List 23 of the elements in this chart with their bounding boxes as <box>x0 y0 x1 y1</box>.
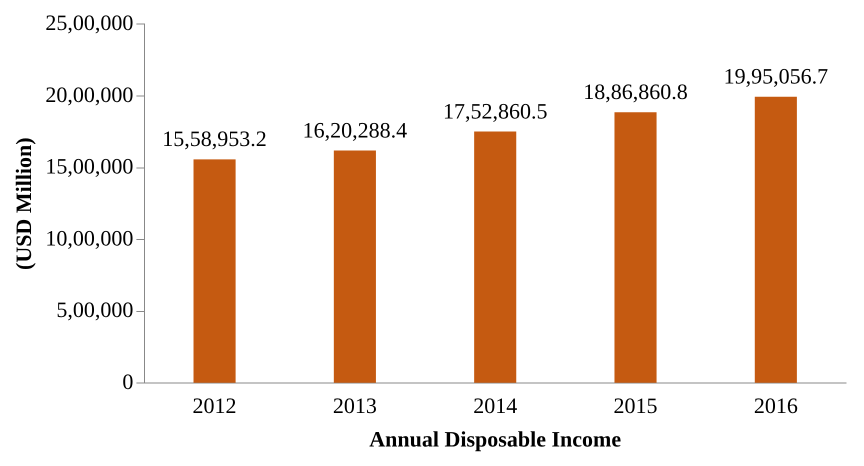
data-label: 18,86,860.8 <box>583 79 688 104</box>
data-label: 17,52,860.5 <box>442 98 548 124</box>
x-axis-title: Annual Disposable Income <box>369 426 622 452</box>
y-tick-label: 5,00,000 <box>56 297 134 322</box>
bar <box>474 131 516 383</box>
x-tick-label: 2012 <box>192 393 237 418</box>
data-label: 16,20,288.4 <box>302 117 408 142</box>
y-tick-label: 10,00,000 <box>45 225 134 250</box>
x-tick-label: 2013 <box>332 393 377 418</box>
data-label: 19,95,056.7 <box>724 63 828 88</box>
y-tick-label: 0 <box>122 368 134 394</box>
data-label: 15,58,953.2 <box>162 126 267 152</box>
y-tick-label: 15,00,000 <box>45 154 134 179</box>
bar <box>194 159 236 383</box>
x-tick-label: 2016 <box>754 393 798 418</box>
y-tick-label: 20,00,000 <box>45 82 134 107</box>
x-tick-label: 2015 <box>614 393 658 418</box>
bar <box>334 150 376 383</box>
y-axis-title: (USD Million) <box>10 137 36 270</box>
x-tick-label: 2014 <box>473 393 518 418</box>
bar <box>754 96 797 383</box>
bar <box>614 112 657 383</box>
y-tick-label: 25,00,000 <box>45 10 134 35</box>
